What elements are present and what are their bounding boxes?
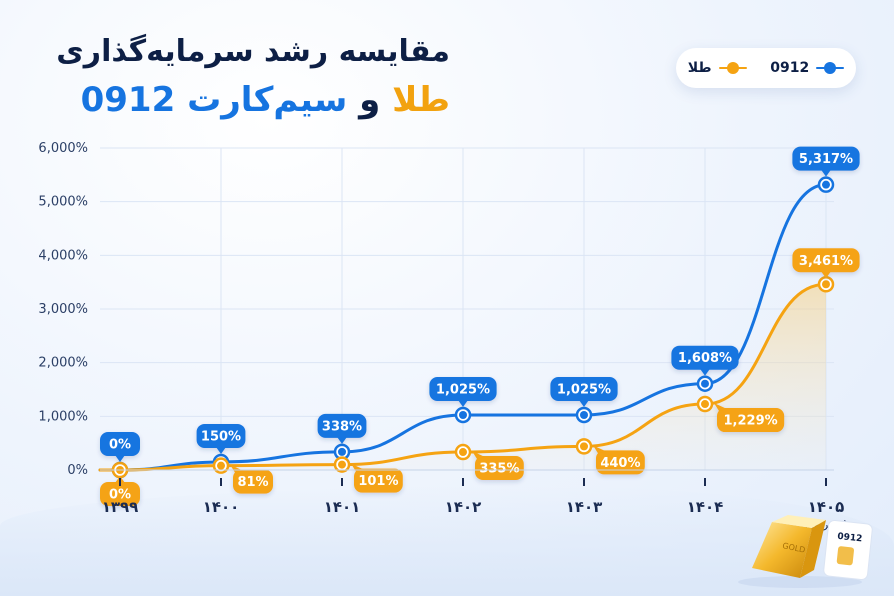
- data-label-gold-text: 101%: [358, 474, 398, 489]
- data-label-0912: 1,025%: [550, 376, 618, 407]
- point-core-gold: [701, 400, 709, 409]
- point-core-gold: [217, 461, 225, 470]
- data-label-0912-pointer: [700, 368, 710, 376]
- y-tick-label: 2,000%: [38, 356, 88, 371]
- data-label-gold-text: 335%: [479, 462, 519, 477]
- data-label-gold: 335%: [472, 451, 524, 481]
- data-label-0912-box: [100, 432, 140, 456]
- background-wave: [0, 486, 894, 596]
- data-label-0912-pointer: [216, 446, 226, 454]
- x-tick-label: ۱۴۰۱: [324, 498, 361, 516]
- data-label-0912-text: 0%: [109, 438, 131, 453]
- legend-item-0912: 0912: [770, 60, 845, 76]
- data-label-0912: 1,025%: [429, 376, 497, 407]
- data-label-gold-pointer: [230, 464, 243, 473]
- title-sim-word: سیم‌کارت 0912: [80, 80, 348, 120]
- data-label-gold-pointer: [472, 451, 485, 460]
- legend-swatch-gold: [718, 62, 747, 74]
- data-label-gold-text: 0%: [109, 488, 131, 503]
- data-label-0912-box: [196, 423, 246, 448]
- data-label-0912-pointer: [821, 169, 831, 177]
- data-label-0912-pointer: [458, 399, 468, 407]
- x-tick-label: ۱۴۰۵: [808, 498, 845, 516]
- data-label-0912-pointer: [337, 436, 347, 444]
- data-label-0912: 150%: [196, 423, 246, 454]
- title-and-word: و: [359, 80, 381, 120]
- legend-label-gold: طلا: [687, 60, 712, 76]
- data-label-gold: 1,229%: [714, 403, 785, 433]
- data-label-gold-box: [354, 468, 403, 493]
- data-label-gold-pointer: [714, 403, 727, 412]
- data-label-gold: 440%: [593, 445, 645, 475]
- data-label-gold-box: [596, 450, 645, 475]
- data-label-gold-pointer: [821, 271, 831, 279]
- data-label-gold-box: [717, 408, 785, 433]
- data-label-0912-pointer: [115, 455, 125, 462]
- data-label-gold-box: [792, 248, 860, 273]
- data-label-gold-text: 1,229%: [724, 414, 778, 429]
- data-label-0912-text: 1,608%: [678, 351, 732, 366]
- data-label-0912-box: [317, 413, 367, 438]
- data-label-gold-box: [233, 469, 273, 494]
- point-core-gold: [338, 460, 346, 469]
- series-line-blue: [98, 183, 828, 472]
- data-label-gold-text: 440%: [600, 456, 640, 471]
- data-label-0912-text: 150%: [201, 429, 241, 444]
- y-tick-label: 3,000%: [38, 302, 88, 317]
- data-label-gold-box: [100, 482, 140, 506]
- chart-title-line1: مقایسه رشد سرمایه‌گذاری: [56, 34, 450, 69]
- y-tick-label: 0%: [67, 463, 88, 478]
- x-tick-label: ۱۴۰۴: [687, 498, 724, 516]
- gold-area-fill: [100, 284, 826, 470]
- data-label-0912-pointer: [579, 399, 589, 407]
- point-core-blue: [459, 410, 467, 419]
- y-tick-label: 4,000%: [38, 248, 88, 263]
- data-label-0912-box: [792, 146, 860, 171]
- data-label-0912-text: 338%: [322, 419, 362, 434]
- legend-swatch-0912: [816, 62, 845, 74]
- point-core-blue: [580, 410, 588, 419]
- legend-label-0912: 0912: [770, 60, 810, 76]
- data-label-0912: 5,317%: [792, 146, 860, 177]
- legend: طلا 0912: [676, 48, 856, 88]
- data-label-gold-text: 81%: [237, 475, 268, 490]
- point-core-blue: [701, 379, 709, 388]
- data-label-0912-text: 1,025%: [436, 382, 490, 397]
- point-core-gold: [822, 280, 830, 289]
- data-label-gold: 101%: [351, 463, 403, 493]
- data-label-0912-box: [550, 376, 618, 401]
- data-label-0912-text: 1,025%: [557, 382, 611, 397]
- data-label-0912-box: [429, 376, 497, 401]
- x-tick-label: ۱۴۰۲: [445, 498, 482, 516]
- x-tick-label: ۱۴۰۳: [566, 498, 603, 516]
- data-label-gold-text: 3,461%: [799, 254, 853, 269]
- data-label-gold: 81%: [230, 464, 273, 494]
- point-core-blue: [822, 180, 830, 189]
- data-label-0912-text: 5,317%: [799, 152, 853, 167]
- data-label-0912: 1,608%: [671, 345, 739, 376]
- point-core-gold: [580, 442, 588, 451]
- legend-item-gold: طلا: [688, 60, 747, 76]
- data-label-0912: 0%: [100, 432, 140, 462]
- sim-card-text: 0912: [837, 532, 863, 545]
- data-label-0912-box: [671, 345, 739, 370]
- y-tick-label: 6,000%: [38, 141, 88, 156]
- data-label-gold-box: [475, 456, 524, 481]
- title-gold-word: طلا: [392, 80, 450, 120]
- y-tick-label: 5,000%: [38, 195, 88, 210]
- sim-card-image: 0912: [823, 519, 873, 581]
- gold-bar-image: GOLD: [738, 515, 862, 588]
- point-core-blue: [338, 447, 346, 456]
- x-tick-label: ۱۳۹۹: [102, 498, 139, 516]
- y-tick-label: 1,000%: [38, 409, 88, 424]
- data-label-gold: 0%: [100, 476, 140, 506]
- data-label-gold-pointer: [593, 445, 606, 454]
- x-tick-label: ۱۴۰۰: [203, 498, 240, 516]
- chart-title-line2: طلا و سیم‌کارت 0912: [81, 80, 450, 120]
- point-core-gold: [459, 448, 467, 457]
- data-label-gold: 3,461%: [792, 248, 860, 279]
- data-label-0912: 338%: [317, 413, 367, 444]
